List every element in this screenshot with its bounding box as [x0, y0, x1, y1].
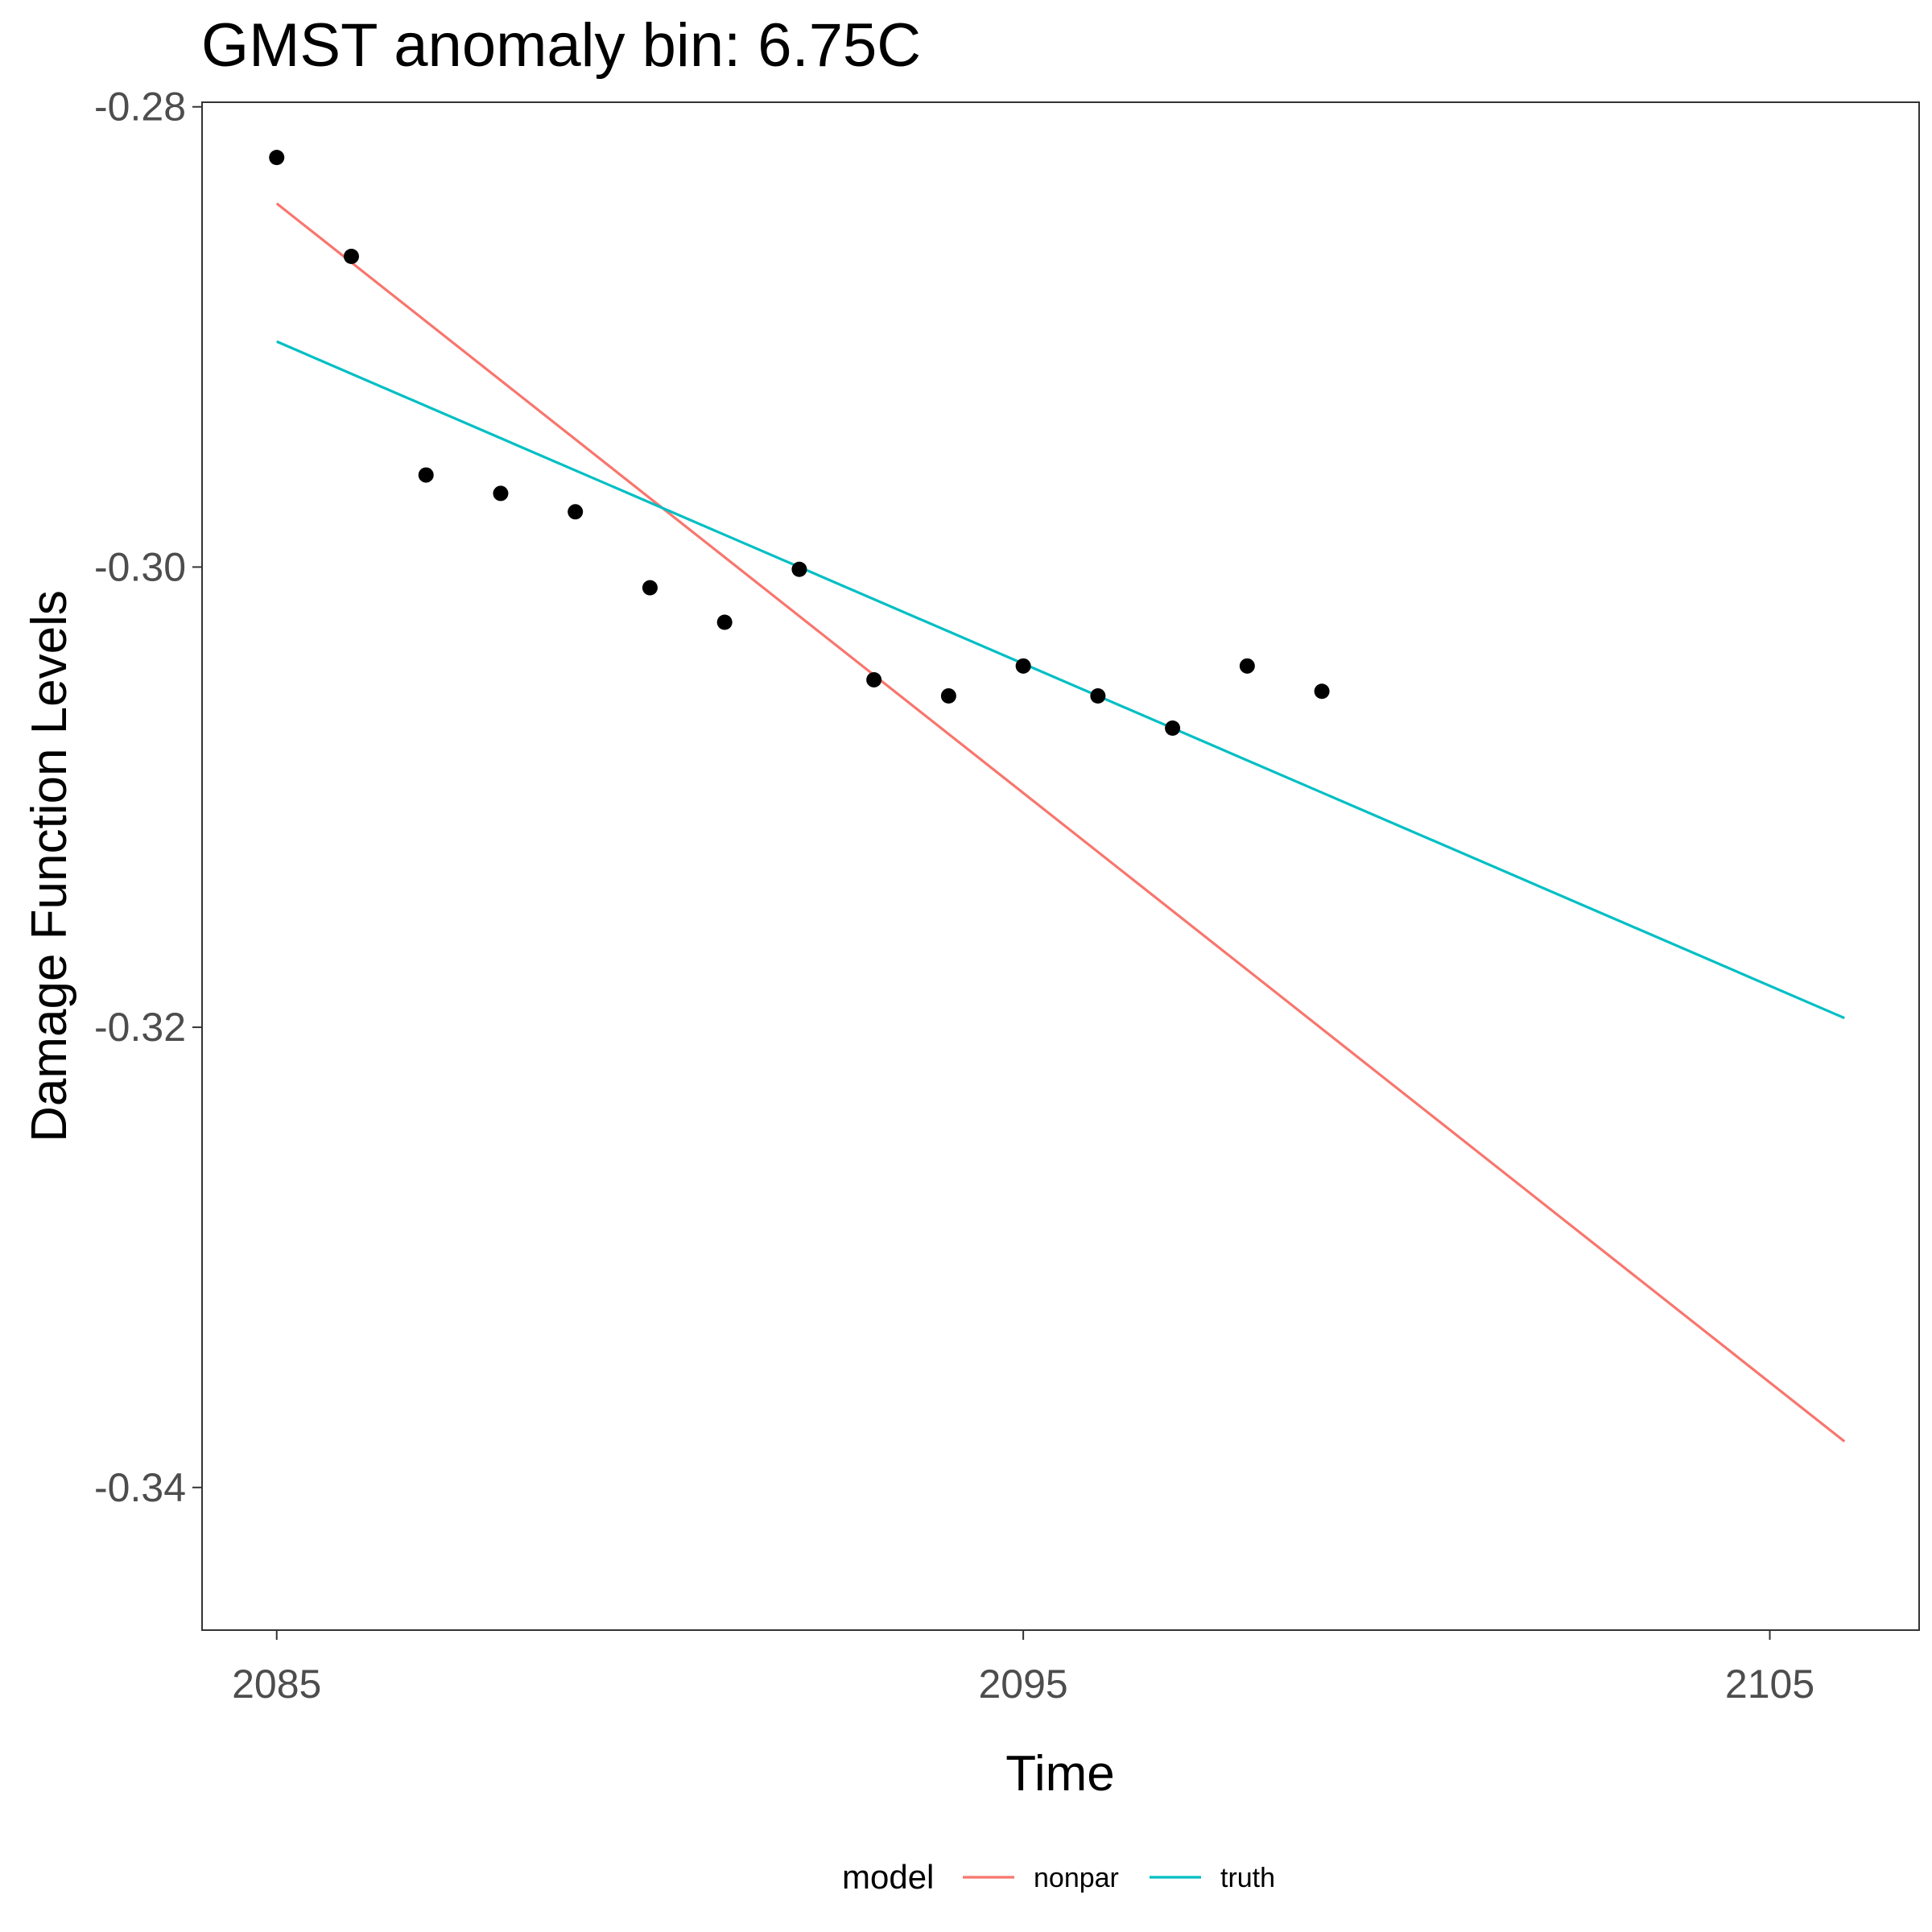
plot-panel-border — [201, 101, 1920, 1631]
data-point — [493, 485, 509, 502]
data-point — [940, 687, 956, 704]
x-axis-title: Time — [1005, 1746, 1114, 1802]
y-axis: -0.34 -0.32 -0.30 -0.28 — [94, 85, 203, 1630]
plot-panel — [201, 101, 1920, 1631]
data-point — [1165, 720, 1181, 736]
data-point — [866, 671, 882, 687]
y-axis-title: Damage Function Levels — [22, 590, 77, 1142]
points-layer — [269, 150, 1330, 736]
data-point — [1239, 658, 1255, 674]
legend-title: model — [842, 1858, 934, 1896]
y-tick-label: -0.32 — [94, 1005, 186, 1050]
data-point — [1015, 658, 1031, 674]
data-point — [418, 467, 434, 483]
legend-item-truth: truth — [1150, 1863, 1275, 1893]
x-tick-label: 2105 — [1725, 1662, 1814, 1707]
chart-title: GMST anomaly bin: 6.75C — [201, 11, 921, 80]
data-point — [1090, 687, 1106, 704]
legend-item-nonpar: nonpar — [963, 1863, 1119, 1893]
series-layer — [275, 202, 1846, 1443]
legend-label-truth: truth — [1220, 1863, 1275, 1893]
y-tick-label: -0.30 — [94, 544, 186, 589]
y-tick-label: -0.28 — [94, 85, 186, 130]
data-point — [1314, 683, 1330, 700]
series-line-truth — [276, 340, 1845, 1020]
data-point — [791, 561, 807, 577]
data-point — [269, 150, 285, 166]
y-tick-label: -0.34 — [94, 1465, 186, 1510]
data-point — [568, 504, 584, 520]
series-line-nonpar — [275, 202, 1846, 1443]
x-axis: 2085 2095 2105 — [202, 1629, 1919, 1707]
legend-items: nonpar truth — [963, 1863, 1275, 1893]
legend: model nonpar truth — [842, 1858, 1275, 1896]
data-point — [642, 580, 658, 596]
data-point — [343, 249, 359, 265]
legend-label-nonpar: nonpar — [1034, 1863, 1119, 1893]
x-tick-label: 2085 — [232, 1662, 321, 1707]
x-tick-label: 2095 — [979, 1662, 1068, 1707]
data-point — [716, 614, 733, 630]
